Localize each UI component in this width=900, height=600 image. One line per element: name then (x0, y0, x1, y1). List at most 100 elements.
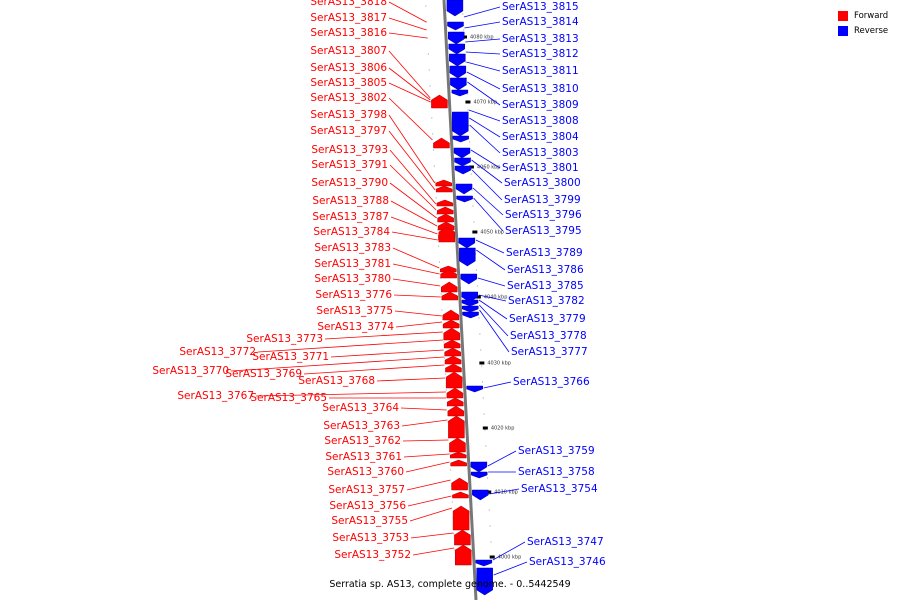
reverse-gene-label: SerAS13_3799 (504, 194, 581, 206)
reverse-label-leader (492, 541, 526, 561)
reverse-gene-label: SerAS13_3810 (502, 83, 579, 95)
forward-label-leader (388, 32, 428, 39)
reverse-label-leader (466, 61, 501, 72)
forward-label-leader (388, 17, 427, 31)
reverse-gene-label: SerAS13_3786 (507, 264, 584, 276)
forward-label-leader (394, 310, 442, 317)
forward-gene-label: SerAS13_3756 (329, 500, 406, 512)
forward-label-leader (388, 82, 431, 103)
reverse-label-leader (470, 149, 501, 169)
scale-tick-label: 4020 kbp (491, 426, 515, 432)
forward-gene-label: SerAS13_3781 (314, 258, 391, 270)
reverse-gene-label: SerAS13_3777 (511, 346, 588, 358)
forward-gene-label: SerAS13_3762 (324, 435, 401, 447)
reverse-gene-label: SerAS13_3815 (502, 1, 579, 13)
forward-gene-arrow (436, 199, 454, 207)
forward-gene-arrow (454, 544, 472, 566)
forward-gene-arrow (443, 327, 460, 341)
forward-label-leader (410, 532, 454, 539)
forward-label-leader (390, 216, 438, 235)
forward-gene-label: SerAS13_3772 (179, 346, 256, 358)
reverse-swatch (838, 25, 848, 36)
strand-legend: Forward Reverse (838, 8, 888, 38)
forward-label-leader (402, 439, 449, 442)
forward-gene-arrow (446, 387, 464, 399)
forward-label-leader (388, 130, 436, 191)
reverse-label-leader (487, 450, 517, 467)
forward-gene-label: SerAS13_3764 (322, 402, 399, 414)
forward-gene-label: SerAS13_3802 (310, 92, 387, 104)
reverse-gene-arrow (450, 77, 467, 91)
forward-label-leader (390, 200, 438, 227)
forward-label-leader (412, 547, 455, 556)
forward-label-leader (330, 349, 444, 358)
forward-gene-arrow (441, 281, 458, 293)
reverse-gene-arrow (452, 111, 469, 137)
scale-tick-label: 4040 kbp (484, 295, 508, 301)
forward-gene-arrow (436, 206, 454, 215)
reverse-gene-label: SerAS13_3813 (502, 33, 579, 45)
reverse-label-leader (473, 197, 504, 232)
reverse-gene-arrow (456, 195, 473, 203)
forward-gene-label: SerAS13_3787 (312, 211, 389, 223)
legend-item-reverse: Reverse (838, 23, 888, 38)
forward-label-leader (388, 97, 433, 141)
reverse-gene-label: SerAS13_3754 (521, 483, 598, 495)
reverse-gene-arrow (462, 311, 479, 319)
reverse-gene-arrow (462, 305, 479, 313)
forward-gene-arrow (454, 529, 471, 546)
reverse-label-leader (483, 381, 512, 389)
forward-label-leader (405, 461, 450, 473)
reverse-label-leader (472, 187, 504, 216)
reverse-label-leader (465, 38, 501, 43)
forward-gene-label: SerAS13_3773 (246, 333, 323, 345)
forward-gene-label: SerAS13_3763 (323, 420, 400, 432)
legend-label-forward: Forward (854, 10, 889, 21)
forward-gene-label: SerAS13_3771 (252, 351, 329, 363)
reverse-gene-label: SerAS13_3796 (505, 209, 582, 221)
forward-gene-arrow (444, 355, 462, 365)
forward-gene-label: SerAS13_3775 (316, 305, 393, 317)
forward-label-leader (389, 164, 437, 211)
reverse-label-leader (469, 124, 501, 154)
reverse-gene-arrow (448, 43, 466, 55)
reverse-gene-label: SerAS13_3785 (507, 280, 584, 292)
forward-gene-label: SerAS13_3774 (317, 321, 394, 333)
forward-gene-label: SerAS13_3791 (311, 159, 388, 171)
forward-gene-label: SerAS13_3797 (310, 125, 387, 137)
reverse-gene-label: SerAS13_3782 (508, 295, 585, 307)
scale-tick-mark (479, 361, 485, 365)
forward-gene-label: SerAS13_3783 (314, 242, 391, 254)
forward-gene-label: SerAS13_3818 (310, 0, 387, 8)
forward-gene-arrow (441, 291, 459, 301)
label-leaders (230, 1, 528, 576)
forward-label-leader (376, 377, 446, 382)
reverse-gene-label: SerAS13_3809 (502, 99, 579, 111)
reverse-gene-arrow (470, 471, 488, 479)
scale-tick-mark (489, 555, 495, 559)
forward-gene-arrow (442, 309, 460, 321)
reverse-gene-label: SerAS13_3814 (502, 16, 579, 28)
reverse-gene-arrow (461, 291, 478, 303)
forward-gene-label: SerAS13_3807 (310, 45, 387, 57)
forward-gene-arrow (451, 477, 468, 491)
reverse-gene-arrow (460, 273, 478, 285)
reverse-label-leader (467, 81, 501, 106)
forward-gene-label: SerAS13_3760 (327, 466, 404, 478)
reverse-gene-arrow (454, 165, 472, 175)
reverse-label-leader (463, 6, 501, 18)
forward-gene-label: SerAS13_3769 (225, 368, 302, 380)
forward-gene-arrow (440, 269, 457, 279)
forward-gene-arrow (448, 415, 465, 439)
scale-tick-label: 4050 kbp (480, 230, 504, 236)
reverse-gene-arrow (466, 385, 483, 393)
forward-gene-arrow (437, 213, 454, 223)
scale-tick-label: 4080 kbp (470, 35, 494, 41)
reverse-label-leader (478, 299, 508, 320)
forward-genes (431, 94, 472, 566)
gene-labels: SerAS13_3818 SerAS13_3817 SerAS13_3816 SerA… (152, 0, 606, 568)
forward-gene-arrow (442, 319, 460, 329)
forward-gene-label: SerAS13_3816 (310, 27, 387, 39)
reverse-label-leader (479, 309, 510, 353)
forward-gene-label: SerAS13_3752 (334, 549, 411, 561)
